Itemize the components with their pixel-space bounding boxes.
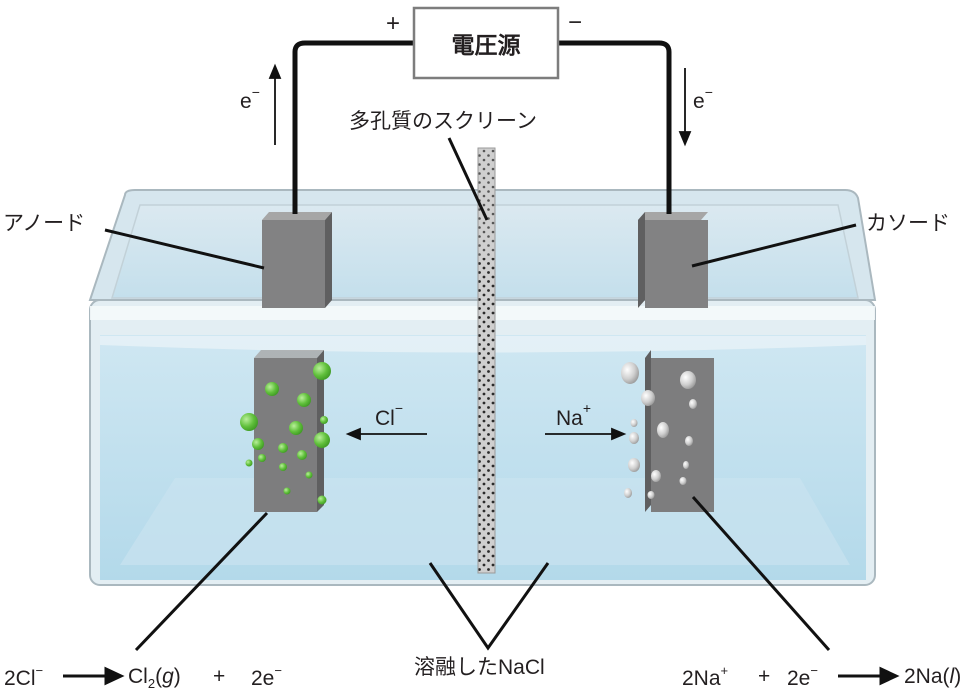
cathode-equation-plus: + — [758, 665, 771, 688]
anode-equation-product: Cl2(g) — [128, 665, 181, 692]
chloride-ion-label: Cl− — [375, 400, 404, 430]
cathode-electrode — [638, 212, 714, 512]
minus-terminal: − — [568, 9, 583, 36]
electron-arrow-right — [678, 68, 692, 147]
sodium-ion-label: Na+ — [556, 400, 592, 430]
plus-terminal: + — [386, 10, 401, 37]
chloride-arrow — [345, 427, 427, 441]
cathode-equation-product: 2Na(l) — [904, 665, 962, 688]
leader-lines — [104, 137, 857, 652]
porous-screen — [477, 147, 496, 574]
porous-screen-label: 多孔質のスクリーン — [349, 110, 537, 133]
chlorine-bubbles — [240, 362, 331, 505]
sodium-arrow — [545, 427, 627, 441]
molten-nacl-label: 溶融したNaCl — [414, 656, 545, 679]
equation-arrows — [63, 666, 900, 686]
anode-equation-electrons: 2e− — [251, 663, 282, 690]
electron-arrow-left — [268, 63, 282, 145]
electron-label-left: e− — [240, 84, 260, 113]
voltage-source-box — [412, 6, 560, 80]
anode-equation-plus: + — [213, 665, 226, 688]
electron-label-right: e− — [693, 84, 713, 113]
voltage-source-label: 電圧源 — [451, 32, 521, 58]
anode-label: アノード — [3, 212, 86, 235]
cathode-label: カソード — [866, 212, 950, 235]
sodium-droplets — [621, 362, 697, 499]
cathode-equation-electrons: 2e− — [787, 663, 818, 690]
anode-electrode — [254, 212, 332, 512]
anode-equation-reactant: 2Cl− — [4, 663, 44, 690]
circuit-wires — [292, 40, 672, 214]
cathode-equation-reactant: 2Na+ — [682, 663, 729, 690]
